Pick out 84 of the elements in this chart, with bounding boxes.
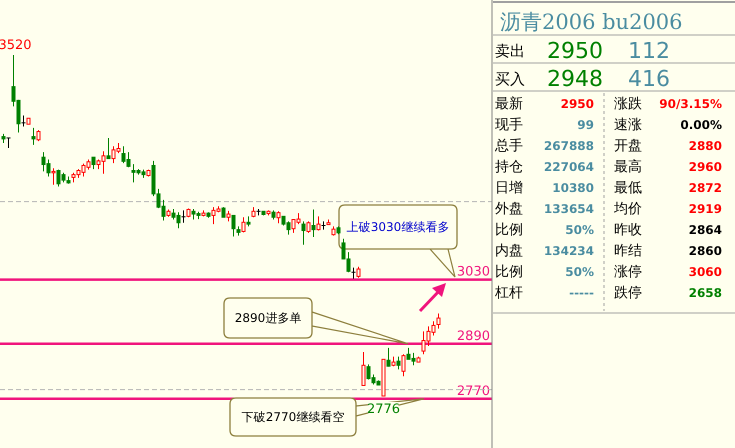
text: 速涨 [614,117,642,133]
text: 杠杆 [494,285,523,301]
candlestick [332,226,336,236]
text: 日增 [495,180,523,196]
text: 2860 [688,244,722,258]
candlestick [402,354,406,377]
text: 最低 [614,180,642,196]
text: 总手 [494,138,523,154]
text: 内盘 [495,243,523,259]
candlestick [276,210,280,224]
text: 涨停 [614,264,642,280]
candlestick [396,356,400,370]
candlestick [272,210,276,220]
candlestick [362,352,366,386]
candlestick [356,266,360,278]
candlestick [222,206,226,218]
candlestick [36,130,40,142]
text: 持仓 [495,159,523,175]
candlestick [2,133,6,144]
text: 比例 [495,264,523,280]
text: 昨收 [614,222,642,238]
candlestick [236,226,240,236]
candlestick [6,137,11,149]
candlestick [386,347,390,368]
candlestick [106,137,110,160]
candlestick [252,206,256,218]
text: 2950 [560,97,594,111]
text: 416 [628,67,670,92]
candlestick [226,210,230,222]
annotation: 下破2770继续看空 [242,410,344,424]
text: 133654 [544,202,594,216]
text: 昨结 [614,243,642,259]
candlestick [21,115,26,127]
text: 卖出 [495,42,525,60]
text: 买入 [495,70,525,88]
candlestick [92,156,96,170]
text: 134234 [544,244,594,258]
text: 跌停 [614,285,642,301]
text: 2960 [688,160,722,174]
candlestick [242,216,246,233]
text: 开盘 [614,138,642,154]
text: 10380 [552,181,594,195]
candlestick [316,216,320,232]
annotation: 2776 [366,402,400,417]
text: 最高 [614,159,642,175]
candlestick [351,267,356,280]
text: 112 [628,39,670,64]
text: 2658 [688,286,722,300]
candlestick [52,168,56,186]
text: 均价 [613,201,642,217]
text: 267888 [544,139,594,153]
text: 50% [565,223,594,237]
ref-line-label: 2890 [456,328,490,344]
text: 50% [565,265,594,279]
text: 最新 [495,96,523,112]
text: 涨跌 [614,96,642,112]
text: 外盘 [495,201,523,217]
annotation: 2890进多单 [234,311,302,325]
text: 2919 [688,202,722,216]
candlestick [302,220,306,246]
text: 2948 [547,67,603,92]
candlestick [306,220,310,234]
ref-line-label: 3030 [456,264,490,280]
candlestick [32,127,36,146]
annotation: 上破3030继续看多 [346,220,450,234]
text: 99 [577,118,594,132]
text: 227064 [544,160,594,174]
text: 沥青2006 bu2006 [500,10,683,34]
text: 2950 [547,39,603,64]
candlestick [246,216,250,227]
text: ----- [569,286,594,300]
text: 0.00% [680,118,722,132]
text: 2880 [688,139,722,153]
text: 90/3.15% [659,97,722,111]
text: 2872 [688,181,722,195]
text: 现手 [495,117,523,133]
text: 2864 [688,223,722,237]
text: 3060 [688,265,722,279]
candlestick [312,208,316,238]
candlestick [232,214,236,237]
ref-line-label: 2770 [456,384,490,399]
candlestick [436,313,440,330]
text: 比例 [495,222,523,238]
candlestick [181,210,186,224]
